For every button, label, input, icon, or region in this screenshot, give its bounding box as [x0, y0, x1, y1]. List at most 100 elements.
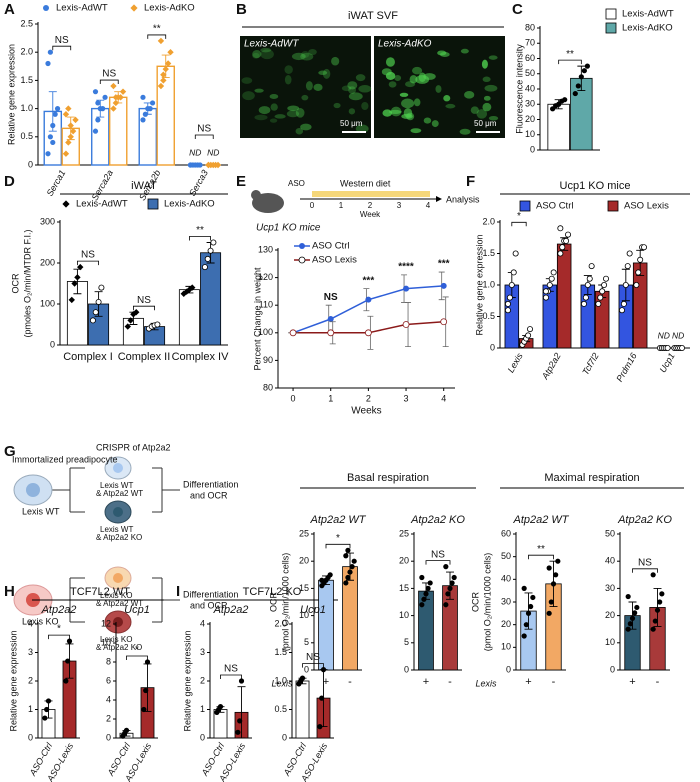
- data-point: [588, 263, 595, 270]
- significance-label: ****: [398, 261, 414, 272]
- legend-marker: [130, 4, 138, 12]
- y-tick-label: 1: [200, 704, 205, 714]
- g-label: Immortalized preadipocyte: [12, 454, 118, 464]
- chart-title: Atp2a2: [213, 604, 249, 616]
- image-label: Lexis-AdWT: [244, 39, 299, 50]
- y-tick-label: 5: [404, 637, 409, 647]
- cell: [291, 52, 306, 61]
- data-point: [69, 127, 77, 135]
- cell: [355, 74, 366, 82]
- y-tick-label: 0: [50, 339, 55, 349]
- diet-bar: [312, 191, 430, 197]
- data-point: [47, 49, 53, 55]
- y-tick-label: 100: [258, 327, 273, 337]
- legend-label: Lexis-AdWT: [56, 3, 108, 14]
- y-tick-label: 0.5: [482, 311, 495, 321]
- data-point: [425, 585, 431, 592]
- data-point: [597, 294, 604, 301]
- nd-label: ND: [658, 330, 670, 340]
- cells: [241, 47, 499, 135]
- g-label: Differentiation: [183, 589, 238, 599]
- x-tick-label: 4: [441, 393, 446, 403]
- significance-label: NS: [638, 557, 652, 568]
- data-point: [679, 344, 686, 351]
- x-tick-label: Tcf7l2: [580, 351, 601, 377]
- cell: [348, 92, 363, 101]
- series-line: [292, 285, 444, 334]
- y-tick-label: 0: [282, 732, 287, 742]
- data-point: [578, 74, 584, 80]
- panel-g-design: [13, 456, 180, 634]
- legend-label: ASO Ctrl: [536, 201, 573, 212]
- legend-swatch: [605, 22, 617, 34]
- x-tick-label: -: [552, 676, 556, 688]
- data-point: [45, 151, 51, 157]
- y-tick-label: 0: [530, 144, 535, 154]
- data-point: [627, 621, 633, 627]
- legend-label: Lexis-AdKO: [622, 23, 673, 34]
- significance-label: ***: [438, 259, 450, 270]
- significance-label: *: [517, 211, 521, 222]
- data-point: [504, 300, 511, 307]
- data-point: [559, 244, 566, 251]
- data-point: [443, 602, 449, 608]
- data-point: [289, 329, 297, 337]
- chart-title: Atp2a2: [41, 604, 77, 616]
- data-point: [659, 591, 665, 597]
- mice-label: Ucp1 KO mice: [256, 223, 321, 234]
- y-tick-label: 6: [106, 675, 111, 685]
- g-label: and OCR: [190, 490, 228, 500]
- data-point: [238, 678, 245, 684]
- cell: [488, 115, 499, 121]
- y-tick-label: 15: [299, 583, 309, 593]
- g-label: & Atp2a2 WT: [96, 489, 143, 498]
- panel-letter: C: [512, 1, 523, 18]
- data-point: [54, 106, 61, 112]
- x-tick-label: +: [323, 676, 329, 688]
- image-label: Lexis-AdKO: [378, 39, 432, 50]
- y-tick-label: 20: [501, 619, 511, 629]
- y-tick-label: 20: [605, 610, 615, 620]
- cell: [295, 127, 304, 135]
- data-point: [580, 300, 587, 307]
- y-tick-label: 1.5: [482, 248, 495, 258]
- cell: [300, 52, 314, 61]
- data-point: [299, 675, 306, 681]
- significance-bracket: [77, 260, 99, 266]
- data-point: [149, 100, 156, 106]
- data-point: [67, 133, 74, 140]
- image-title: iWAT SVF: [348, 10, 398, 22]
- data-point: [635, 269, 642, 276]
- data-point: [142, 111, 148, 117]
- legend-label: Lexis-AdKO: [164, 199, 215, 210]
- cell: [254, 88, 264, 93]
- data-point: [160, 77, 167, 84]
- y-tick-label: 2.0: [20, 47, 33, 57]
- data-point: [527, 326, 534, 333]
- y-tick-label: 60: [501, 528, 511, 538]
- data-point: [110, 82, 117, 90]
- data-point: [427, 580, 433, 586]
- data-point: [98, 284, 105, 291]
- data-point: [419, 602, 425, 608]
- significance-label: NS: [81, 250, 95, 261]
- data-point: [317, 724, 323, 730]
- y-axis-label: Relative gene expression: [6, 44, 16, 145]
- data-point: [320, 667, 327, 673]
- chart-title: Ucp1 KO mice: [560, 180, 631, 192]
- data-point: [92, 309, 99, 316]
- data-point: [347, 569, 353, 575]
- y-tick-label: 130: [258, 244, 273, 254]
- y-axis-label: OCR: [10, 273, 20, 294]
- y-tick-label: 10: [501, 642, 511, 652]
- y-axis-label: Relative gene expression: [182, 630, 192, 731]
- data-point: [45, 60, 51, 67]
- significance-label: NS: [137, 295, 151, 306]
- data-point: [557, 225, 564, 232]
- cell: [313, 83, 323, 91]
- cell: [488, 55, 498, 60]
- y-axis-label: Relative gene expression: [8, 630, 18, 731]
- y-tick-label: 90: [263, 355, 273, 365]
- cell: [286, 110, 300, 118]
- data-point: [626, 250, 633, 257]
